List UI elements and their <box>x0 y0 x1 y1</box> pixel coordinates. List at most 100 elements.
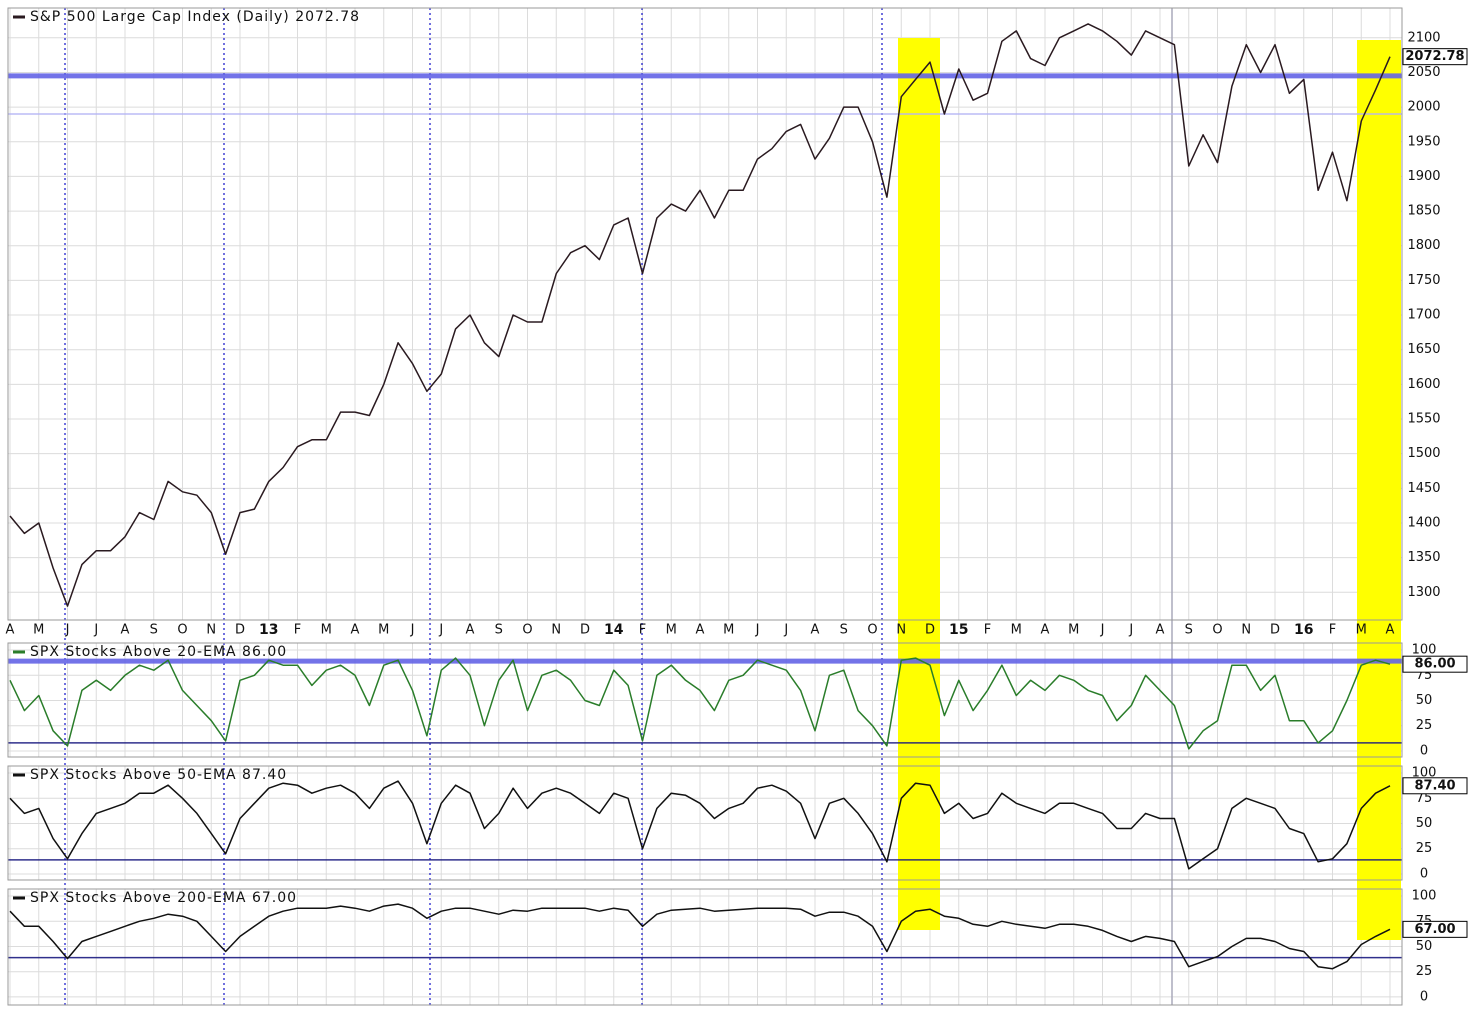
y-tick-label: 1850 <box>1407 204 1440 219</box>
x-tick-label: M <box>321 623 332 638</box>
y-tick-label: 2000 <box>1407 100 1440 115</box>
current-value-label: 87.40 <box>1414 778 1455 793</box>
x-tick-label: A <box>1041 623 1050 638</box>
x-tick-label: M <box>378 623 389 638</box>
grid-layer <box>8 8 1402 1005</box>
plot-frame <box>7 642 1403 758</box>
y-tick-label: 1750 <box>1407 273 1440 288</box>
x-tick-label: S <box>495 623 503 638</box>
x-tick-label: J <box>1100 623 1105 638</box>
y-tick-label: 2050 <box>1407 65 1440 80</box>
x-tick-label: O <box>1212 623 1222 638</box>
x-tick-label: A <box>811 623 820 638</box>
series-line <box>9 780 1391 870</box>
x-tick-label: O <box>177 623 187 638</box>
y-tick-label: 1550 <box>1407 412 1440 427</box>
panel-title: SPX Stocks Above 200-EMA 67.00 <box>30 890 297 906</box>
x-tick-label: M <box>666 623 677 638</box>
x-tick-label: 16 <box>1294 622 1313 638</box>
y-tick-label: 100 <box>1412 643 1437 658</box>
x-tick-label: 14 <box>604 622 624 638</box>
x-tick-label: D <box>580 623 590 638</box>
current-value-label: 86.00 <box>1414 657 1455 672</box>
highlights <box>64 8 1401 1005</box>
y-tick-label: 25 <box>1416 964 1433 979</box>
x-tick-label: F <box>1329 623 1336 638</box>
y-tick-label: 1300 <box>1407 585 1440 600</box>
x-tick-label: A <box>6 623 15 638</box>
current-value-label: 67.00 <box>1414 922 1455 937</box>
event-lines <box>64 8 883 1005</box>
x-tick-label: A <box>121 623 130 638</box>
y-tick-label: 1800 <box>1407 238 1440 253</box>
x-tick-label: M <box>1356 623 1367 638</box>
y-tick-label: 25 <box>1416 718 1433 733</box>
y-tick-label: 1450 <box>1407 481 1440 496</box>
y-tick-label: 1400 <box>1407 515 1440 530</box>
y-tick-label: 0 <box>1420 989 1428 1004</box>
panel-title: S&P 500 Large Cap Index (Daily) 2072.78 <box>30 9 360 25</box>
series-line <box>9 657 1391 750</box>
x-tick-label: J <box>93 623 98 638</box>
x-tick-label: D <box>925 623 935 638</box>
x-tick-label: A <box>696 623 705 638</box>
x-tick-label: F <box>984 623 991 638</box>
x-tick-label: F <box>294 623 301 638</box>
x-tick-label: N <box>896 623 906 638</box>
x-tick-label: 13 <box>259 622 278 638</box>
y-tick-label: 50 <box>1416 939 1433 954</box>
y-tick-label: 1950 <box>1407 134 1440 149</box>
x-tick-label: J <box>783 623 788 638</box>
series-line <box>9 23 1391 607</box>
x-tick-label: N <box>551 623 561 638</box>
y-tick-label: 1500 <box>1407 446 1440 461</box>
plot-frame <box>7 888 1403 1006</box>
x-tick-label: O <box>522 623 532 638</box>
x-tick-label: J <box>1128 623 1133 638</box>
y-tick-label: 75 <box>1416 791 1433 806</box>
x-tick-label: M <box>1068 623 1079 638</box>
y-tick-label: 1650 <box>1407 342 1440 357</box>
data-layer: A M J J A S O N D 13 F M A M J J A S O N D 14 F M A M J J A S O N D 15 F M A… <box>6 7 1468 1006</box>
y-tick-label: 1600 <box>1407 377 1440 392</box>
y-tick-label: 50 <box>1416 816 1433 831</box>
y-tick-label: 0 <box>1420 866 1428 881</box>
x-tick-label: O <box>867 623 877 638</box>
y-tick-label: 1900 <box>1407 169 1440 184</box>
x-tick-label: S <box>840 623 848 638</box>
x-tick-label: A <box>351 623 360 638</box>
series-line <box>9 903 1391 970</box>
current-value-box <box>1402 48 1468 66</box>
y-tick-label: 1700 <box>1407 308 1440 323</box>
x-tick-label: M <box>723 623 734 638</box>
x-tick-label: M <box>33 623 44 638</box>
y-tick-label: 100 <box>1412 766 1437 781</box>
highlight-band <box>898 38 940 930</box>
x-tick-label: A <box>466 623 475 638</box>
current-value-box <box>1402 777 1468 795</box>
y-tick-label: 0 <box>1420 743 1428 758</box>
current-value-box <box>1402 920 1468 938</box>
plot-frame <box>7 765 1403 881</box>
x-tick-label: J <box>65 623 70 638</box>
x-tick-label: D <box>1270 623 1280 638</box>
x-tick-label: D <box>235 623 245 638</box>
y-tick-label: 100 <box>1412 889 1437 904</box>
y-tick-label: 50 <box>1416 693 1433 708</box>
current-value-label: 2072.78 <box>1405 49 1464 64</box>
x-tick-label: N <box>1241 623 1251 638</box>
y-tick-label: 25 <box>1416 841 1433 856</box>
x-tick-label: F <box>639 623 646 638</box>
y-tick-label: 2100 <box>1407 30 1440 45</box>
x-tick-label: S <box>150 623 158 638</box>
panel-title: SPX Stocks Above 20-EMA 86.00 <box>30 644 287 660</box>
panel-title: SPX Stocks Above 50-EMA 87.40 <box>30 767 287 783</box>
x-tick-label: J <box>438 623 443 638</box>
plot-frame <box>7 7 1403 621</box>
y-tick-label: 1350 <box>1407 550 1440 565</box>
x-tick-label: 15 <box>949 622 968 638</box>
x-tick-label: A <box>1386 623 1395 638</box>
x-tick-label: J <box>755 623 760 638</box>
x-tick-label: N <box>206 623 216 638</box>
